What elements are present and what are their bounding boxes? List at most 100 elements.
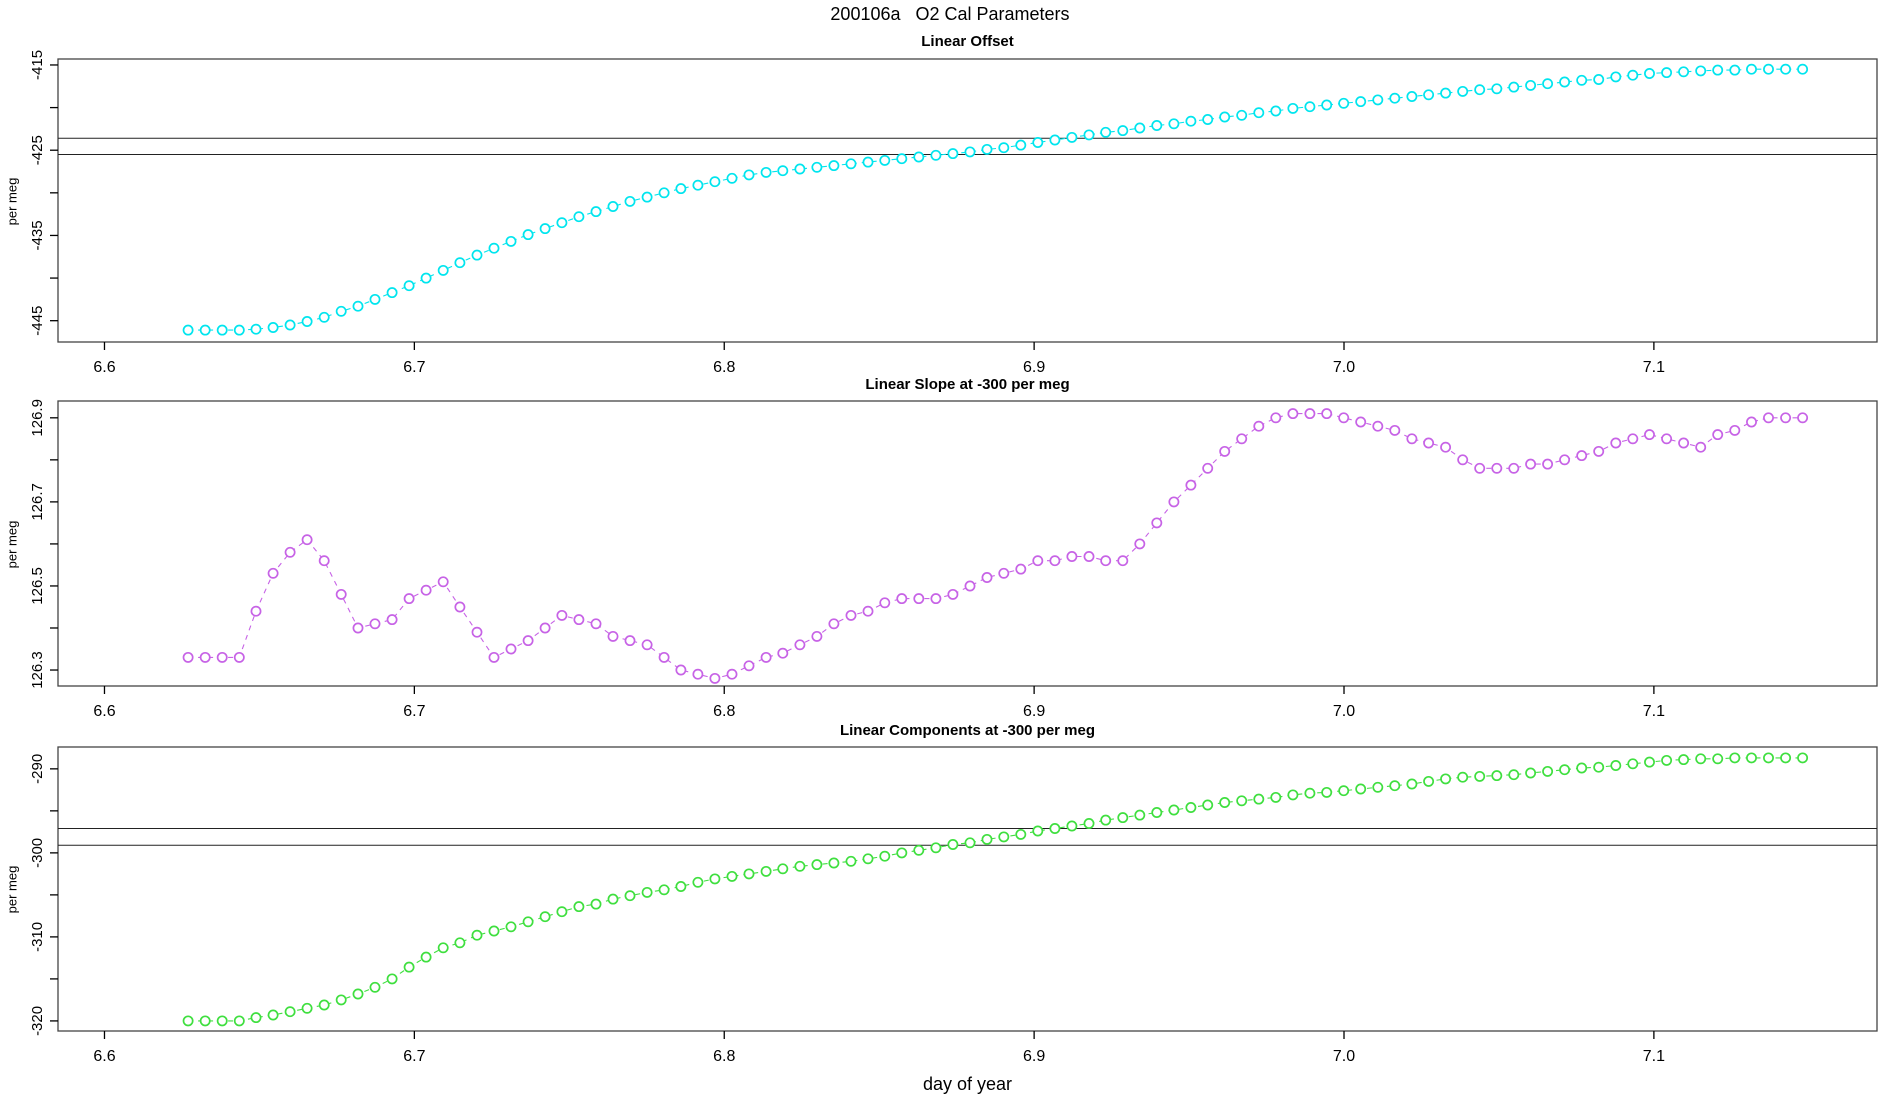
data-point <box>692 876 704 888</box>
data-point <box>811 161 823 173</box>
data-point <box>1151 517 1163 529</box>
data-point <box>1695 65 1707 77</box>
data-point <box>403 961 415 973</box>
data-point <box>675 664 687 676</box>
data-point <box>420 584 432 596</box>
data-point <box>386 287 398 299</box>
data-point <box>1780 63 1792 75</box>
data-point <box>1372 781 1384 793</box>
data-point <box>726 172 738 184</box>
data-point <box>964 580 976 592</box>
data-point <box>250 1012 262 1024</box>
data-point <box>743 660 755 672</box>
data-point <box>573 901 585 913</box>
data-point <box>403 593 415 605</box>
data-point <box>488 242 500 254</box>
data-point <box>590 206 602 218</box>
data-point <box>607 630 619 642</box>
data-point <box>743 868 755 880</box>
data-point <box>1746 416 1757 428</box>
data-point <box>437 264 449 276</box>
data-point <box>1338 412 1350 424</box>
data-point <box>1083 551 1095 562</box>
data-point <box>1576 450 1588 462</box>
data-point <box>1270 105 1282 117</box>
data-point <box>1491 462 1503 474</box>
data-point <box>1066 820 1078 832</box>
data-point <box>539 223 551 235</box>
data-point <box>1253 793 1265 805</box>
x-tick-label: 7.1 <box>1643 703 1665 720</box>
data-point <box>1678 66 1690 78</box>
x-tick-label: 7.1 <box>1643 359 1665 376</box>
data-point <box>913 151 925 163</box>
data-point <box>947 148 959 160</box>
data-point <box>777 863 789 875</box>
data-point <box>335 994 347 1006</box>
data-point <box>913 593 925 605</box>
data-point <box>1440 441 1452 453</box>
data-point <box>743 169 755 181</box>
data-point <box>1729 752 1741 764</box>
data-point <box>1338 97 1350 109</box>
data-point <box>1066 131 1078 143</box>
y-tick-label: -290 <box>29 754 46 784</box>
data-point <box>1508 769 1520 781</box>
data-point <box>1134 538 1146 550</box>
data-point <box>1542 78 1554 90</box>
data-point <box>964 146 976 158</box>
data-point <box>1491 770 1503 782</box>
data-point <box>1661 67 1673 79</box>
data-point <box>1389 424 1401 436</box>
data-point <box>981 833 993 845</box>
series-line <box>188 757 1803 1022</box>
data-point <box>454 601 466 613</box>
data-point <box>250 323 262 335</box>
data-point <box>1695 441 1707 453</box>
x-tick-label: 6.8 <box>713 359 735 376</box>
data-point <box>1168 118 1180 130</box>
panel1-title: Linear Offset <box>921 33 1014 50</box>
data-point <box>1202 462 1214 474</box>
data-point <box>1372 94 1384 106</box>
data-point <box>1015 139 1027 151</box>
data-point <box>641 886 653 898</box>
data-point <box>369 981 381 993</box>
data-point <box>1746 752 1757 764</box>
data-point <box>1423 89 1435 101</box>
data-point <box>1780 752 1792 764</box>
data-point <box>1304 101 1316 113</box>
data-point <box>284 319 296 331</box>
data-point <box>1610 760 1622 771</box>
x-tick-label: 6.7 <box>403 703 425 720</box>
data-point <box>1593 74 1605 85</box>
data-point <box>1117 125 1129 137</box>
data-point <box>760 166 772 178</box>
data-point <box>1559 76 1571 88</box>
data-point <box>199 651 211 663</box>
data-point <box>1525 767 1537 779</box>
data-point <box>1406 433 1418 445</box>
data-point <box>182 1015 194 1027</box>
data-point <box>1797 752 1809 764</box>
data-point <box>1321 99 1333 111</box>
data-point <box>607 893 619 905</box>
data-point <box>1661 754 1673 766</box>
data-point <box>352 622 364 634</box>
data-point <box>1508 81 1520 93</box>
data-point <box>1287 408 1299 420</box>
data-point <box>624 635 636 647</box>
data-point <box>1610 71 1622 83</box>
y-tick-label: -310 <box>29 922 46 952</box>
data-point <box>1321 786 1333 798</box>
x-tick-label: 6.8 <box>713 1048 735 1065</box>
main-title: 200106a O2 Cal Parameters <box>830 4 1070 24</box>
data-point <box>318 311 330 323</box>
data-point <box>301 534 313 546</box>
data-point <box>301 316 313 327</box>
data-point <box>1083 818 1095 829</box>
data-point <box>1253 107 1265 119</box>
data-point <box>658 884 670 896</box>
data-point <box>777 165 789 177</box>
